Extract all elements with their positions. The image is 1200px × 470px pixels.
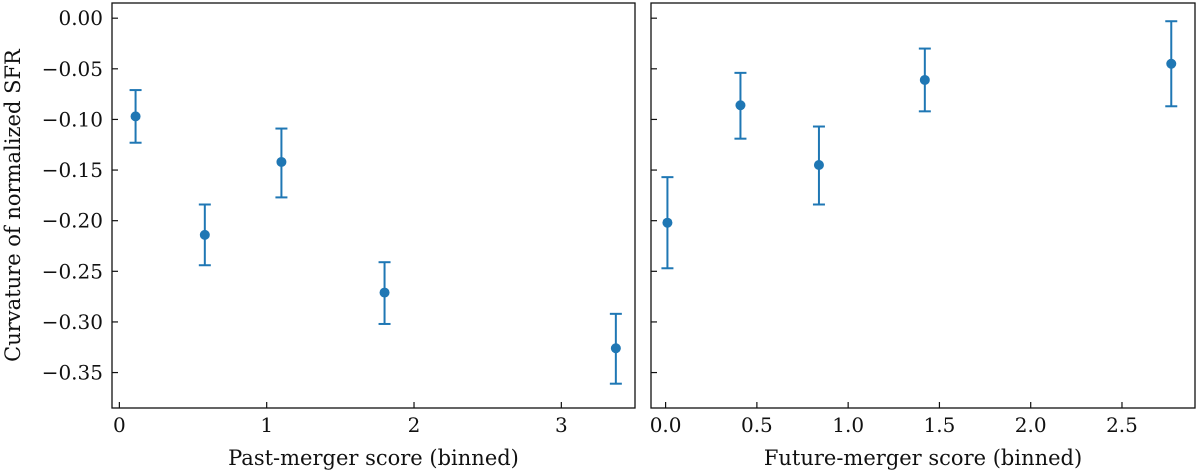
panel-past-merger: 0.00 −0.05 −0.10 −0.15 −0.20 −0.25 −0.30 −0.35 0…	[1, 2, 636, 470]
y-tick-label: −0.05	[42, 57, 103, 81]
y-tick-label: −0.30	[42, 310, 103, 334]
data-point	[919, 74, 930, 85]
data-point	[379, 287, 390, 298]
data-point	[735, 100, 746, 111]
y-tick-label: −0.35	[42, 361, 103, 385]
data-point	[1166, 58, 1177, 69]
x-tick-label: 1.0	[832, 413, 864, 437]
x-tick-label: 0	[113, 413, 126, 437]
x-tick-label: 0.0	[650, 413, 682, 437]
series-0	[129, 89, 622, 385]
data-point	[813, 160, 824, 170]
data-point	[199, 229, 210, 240]
panel-future-merger: 0.0 0.5 1.0 1.5 2.0 2.5 Future-merger score (b…	[650, 2, 1196, 470]
axes-frame	[111, 2, 636, 409]
x-tick-label: 1	[260, 413, 273, 437]
y-tick-label: −0.15	[42, 158, 103, 182]
x-tick-label: 2	[408, 413, 421, 437]
x-tick-label: 0.5	[741, 413, 773, 437]
data-point	[610, 343, 621, 354]
x-axis-label: Future-merger score (binned)	[764, 446, 1082, 470]
axes-frame	[650, 2, 1196, 409]
y-axis-label: Curvature of normalized SFR	[1, 48, 25, 362]
y-tick-label: 0.00	[58, 6, 103, 30]
y-tick-label: −0.20	[42, 209, 103, 233]
x-tick-label: 1.5	[924, 413, 956, 437]
data-point	[130, 111, 141, 122]
x-tick-label: 2.5	[1106, 413, 1138, 437]
data-point	[276, 156, 287, 167]
y-tick-label: −0.25	[42, 259, 103, 283]
x-tick-label: 3	[555, 413, 568, 437]
data-point	[662, 217, 673, 228]
x-axis-label: Past-merger score (binned)	[228, 446, 519, 470]
y-tick-label: −0.10	[42, 107, 103, 131]
series-0	[661, 20, 1178, 270]
x-tick-label: 2.0	[1015, 413, 1047, 437]
